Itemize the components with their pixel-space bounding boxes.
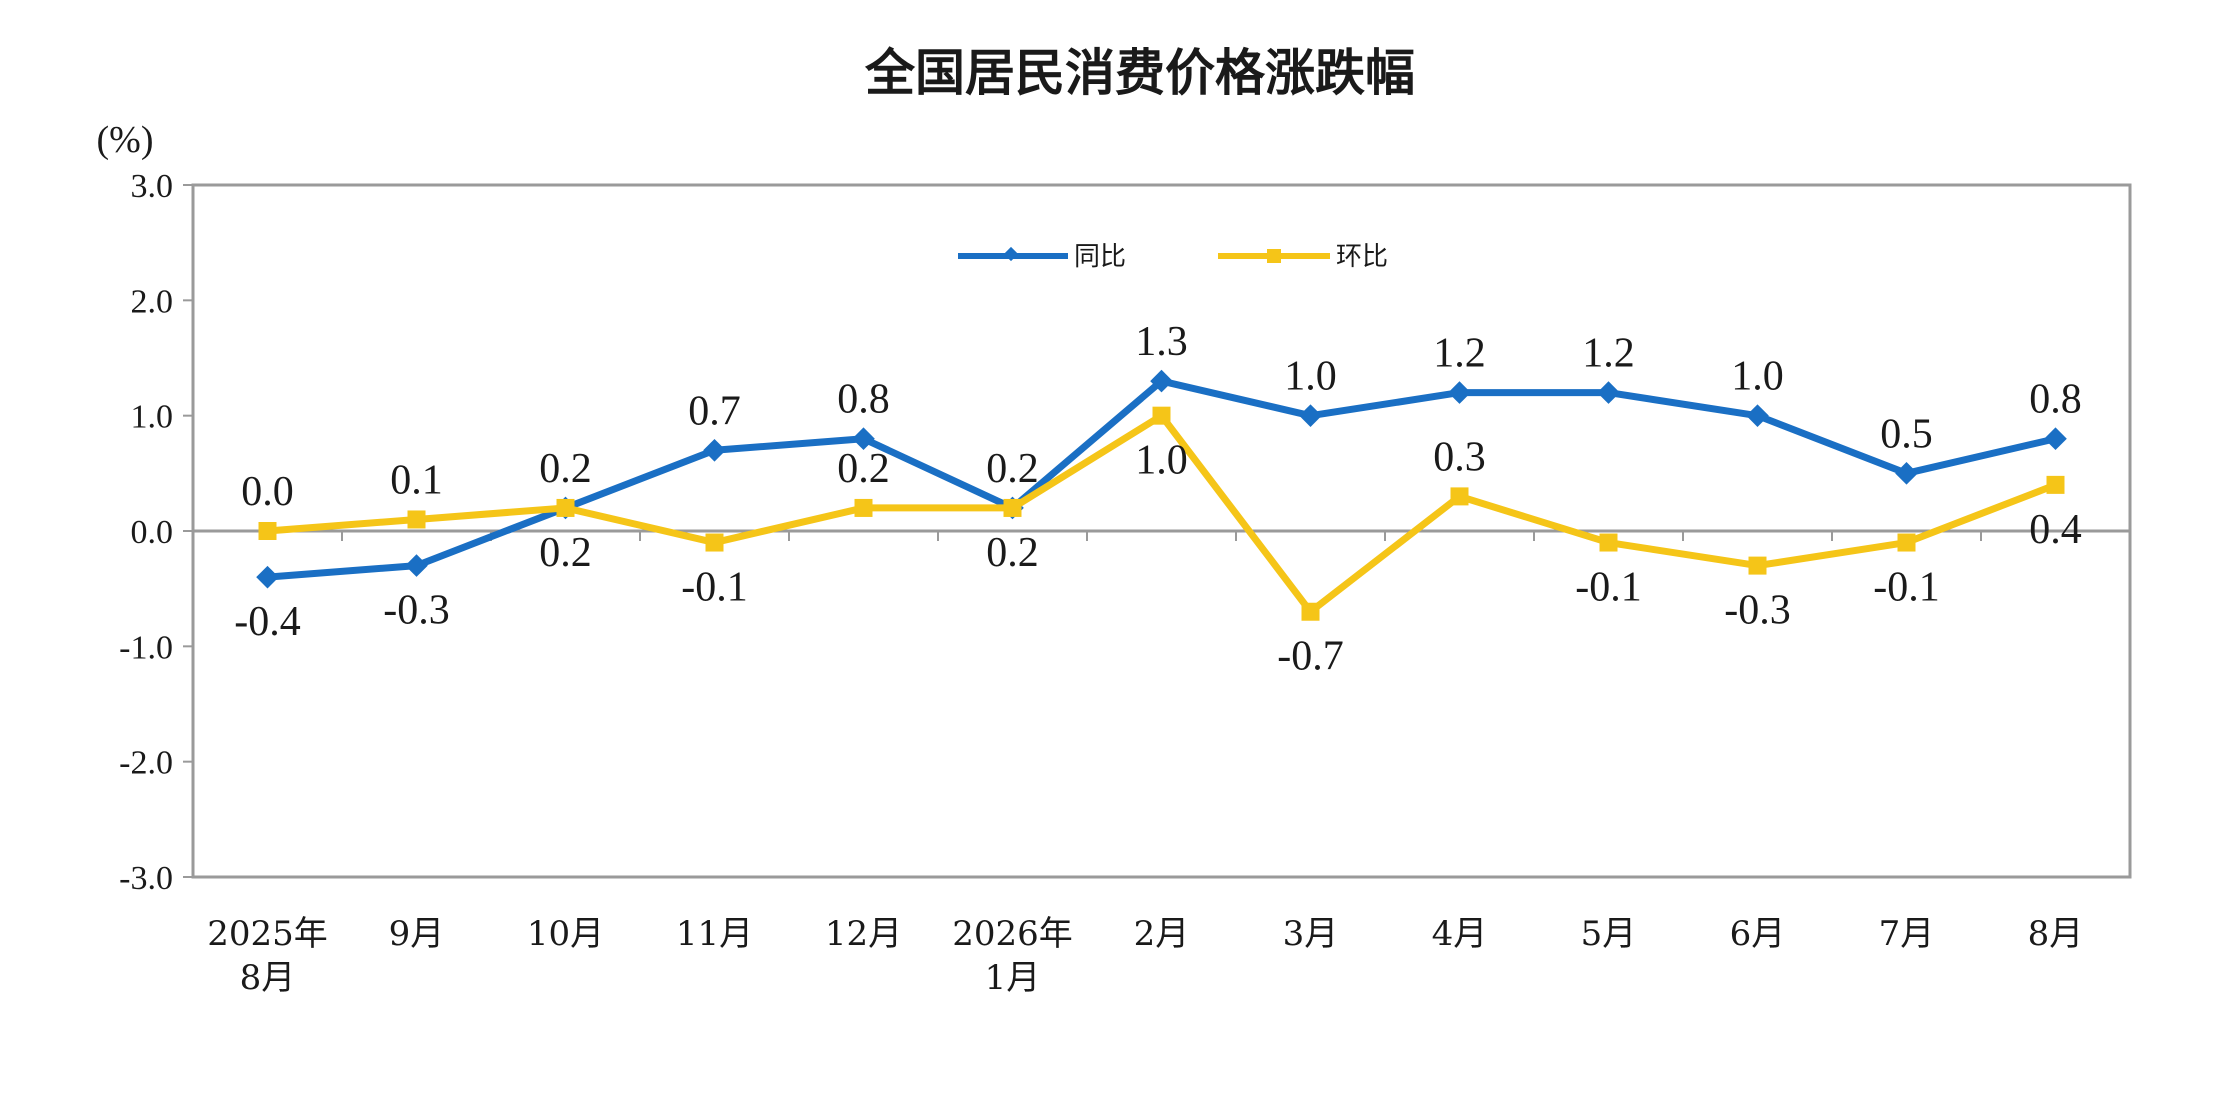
series-point-1: [1301, 602, 1320, 621]
y-tick-label: 1.0: [131, 399, 174, 436]
legend-marker-yoy: [1003, 246, 1019, 262]
x-tick-label-line: 2月: [1134, 914, 1190, 954]
x-tick-label-line: 1月: [985, 958, 1041, 998]
legend-label-yoy: 同比: [1074, 242, 1126, 272]
data-labels: -0.4 -0.3 0.2 0.7 0.8 0.2 1.3 1.0 1.2 1.2 1.0 0.5 0.…: [234, 319, 2082, 680]
data-label-1: -0.7: [1277, 634, 1344, 680]
x-tick-label: 10月: [527, 914, 604, 954]
legend-marker-mom: [1267, 249, 1281, 263]
data-label-1: 0.4: [2029, 507, 2082, 553]
x-tick-label: 12月: [825, 914, 902, 954]
series-point-1: [258, 522, 277, 540]
series-layer: [256, 369, 2067, 621]
x-tick-label-line: 3月: [1283, 914, 1339, 954]
x-tick-label: 3月: [1283, 914, 1339, 954]
data-label-1: 0.3: [1433, 434, 1486, 480]
x-tick-label-line: 5月: [1581, 914, 1637, 954]
data-label-1: 0.2: [837, 446, 890, 492]
series-point-1: [1599, 533, 1618, 552]
series-point-0: [1597, 381, 1620, 404]
series-point-0: [1150, 369, 1173, 393]
y-tick-label: -2.0: [119, 745, 173, 782]
y-tick-label: -1.0: [119, 629, 173, 666]
x-tick-label-line: 10月: [527, 914, 604, 954]
data-label-1: 1.0: [1135, 438, 1188, 484]
x-tick-label-line: 6月: [1730, 914, 1786, 954]
x-tick-label: 2026年 1月: [952, 914, 1073, 998]
legend: 同比 环比: [958, 242, 1388, 272]
x-tick-label: 6月: [1730, 914, 1786, 954]
x-tick-label-line: 8月: [240, 958, 296, 998]
x-tick-label-line: 8月: [2028, 914, 2084, 954]
data-label-0: 1.0: [1731, 354, 1784, 400]
x-tick-label: 2月: [1134, 914, 1190, 954]
data-label-1: -0.1: [1575, 565, 1642, 611]
data-label-1: 0.1: [390, 457, 443, 503]
x-tick-label-line: 4月: [1432, 914, 1488, 954]
chart-title: 全国居民消费价格涨跌幅: [864, 44, 1415, 102]
series-point-1: [2046, 475, 2065, 494]
x-tick-label: 11月: [676, 914, 753, 954]
data-label-1: -0.1: [681, 565, 748, 611]
x-tick-label-line: 9月: [389, 914, 445, 954]
data-label-1: 0.2: [986, 530, 1039, 576]
data-label-0: 1.0: [1284, 354, 1337, 400]
y-tick-label: 3.0: [131, 168, 174, 205]
data-label-0: -0.4: [234, 599, 301, 645]
x-tick-label-line: 7月: [1879, 914, 1935, 954]
series-point-1: [1450, 487, 1469, 506]
x-tick-label: 7月: [1879, 914, 1935, 954]
y-axis: 3.0 2.0 1.0 0.0 -1.0 -2.0 -3.0: [119, 168, 193, 897]
data-label-0: 0.5: [1880, 411, 1933, 457]
y-tick-label: 0.0: [131, 514, 174, 551]
legend-label-mom: 环比: [1336, 242, 1388, 272]
series-point-1: [854, 498, 873, 517]
series-point-0: [1299, 404, 1322, 427]
series-point-0: [405, 554, 428, 577]
data-label-1: 0.2: [539, 530, 592, 576]
data-label-1: -0.3: [1724, 588, 1791, 634]
x-tick-label: 9月: [389, 914, 445, 954]
data-label-1: 0.0: [241, 469, 294, 515]
series-point-1: [1003, 498, 1022, 517]
x-tick-label: 8月: [2028, 914, 2084, 954]
series-point-0: [1448, 381, 1471, 404]
data-label-0: 1.3: [1135, 319, 1188, 365]
series-point-0: [256, 565, 279, 589]
series-point-0: [1746, 404, 1769, 427]
y-tick-label: -3.0: [119, 860, 173, 897]
data-label-1: -0.1: [1873, 565, 1940, 611]
series-point-1: [1152, 406, 1171, 425]
data-label-0: 0.2: [539, 446, 592, 492]
y-axis-unit: (%): [97, 119, 154, 161]
series-point-0: [2044, 427, 2067, 451]
series-point-0: [1895, 462, 1918, 485]
data-label-0: 0.2: [986, 446, 1039, 492]
x-tick-label-line: 2026年: [952, 914, 1073, 954]
series-point-1: [407, 510, 426, 529]
x-tick-label: 2025年 8月: [207, 914, 328, 998]
series-point-1: [1748, 556, 1767, 575]
data-label-0: 0.8: [837, 377, 890, 423]
data-label-0: 0.7: [688, 388, 741, 434]
data-label-0: 1.2: [1582, 331, 1635, 377]
series-point-1: [1897, 533, 1916, 552]
series-point-1: [556, 498, 575, 517]
x-tick-label: 4月: [1432, 914, 1488, 954]
x-tick-label: 5月: [1581, 914, 1637, 954]
series-point-0: [852, 427, 875, 451]
data-label-0: 0.8: [2029, 377, 2082, 423]
series-point-0: [703, 438, 726, 462]
x-tick-label-line: 2025年: [207, 914, 328, 954]
x-tick-label-line: 12月: [825, 914, 902, 954]
y-tick-label: 2.0: [131, 283, 174, 320]
series-point-1: [705, 533, 724, 552]
x-tick-label-line: 11月: [676, 914, 753, 954]
data-label-0: -0.3: [383, 588, 450, 634]
data-label-0: 1.2: [1433, 331, 1486, 377]
